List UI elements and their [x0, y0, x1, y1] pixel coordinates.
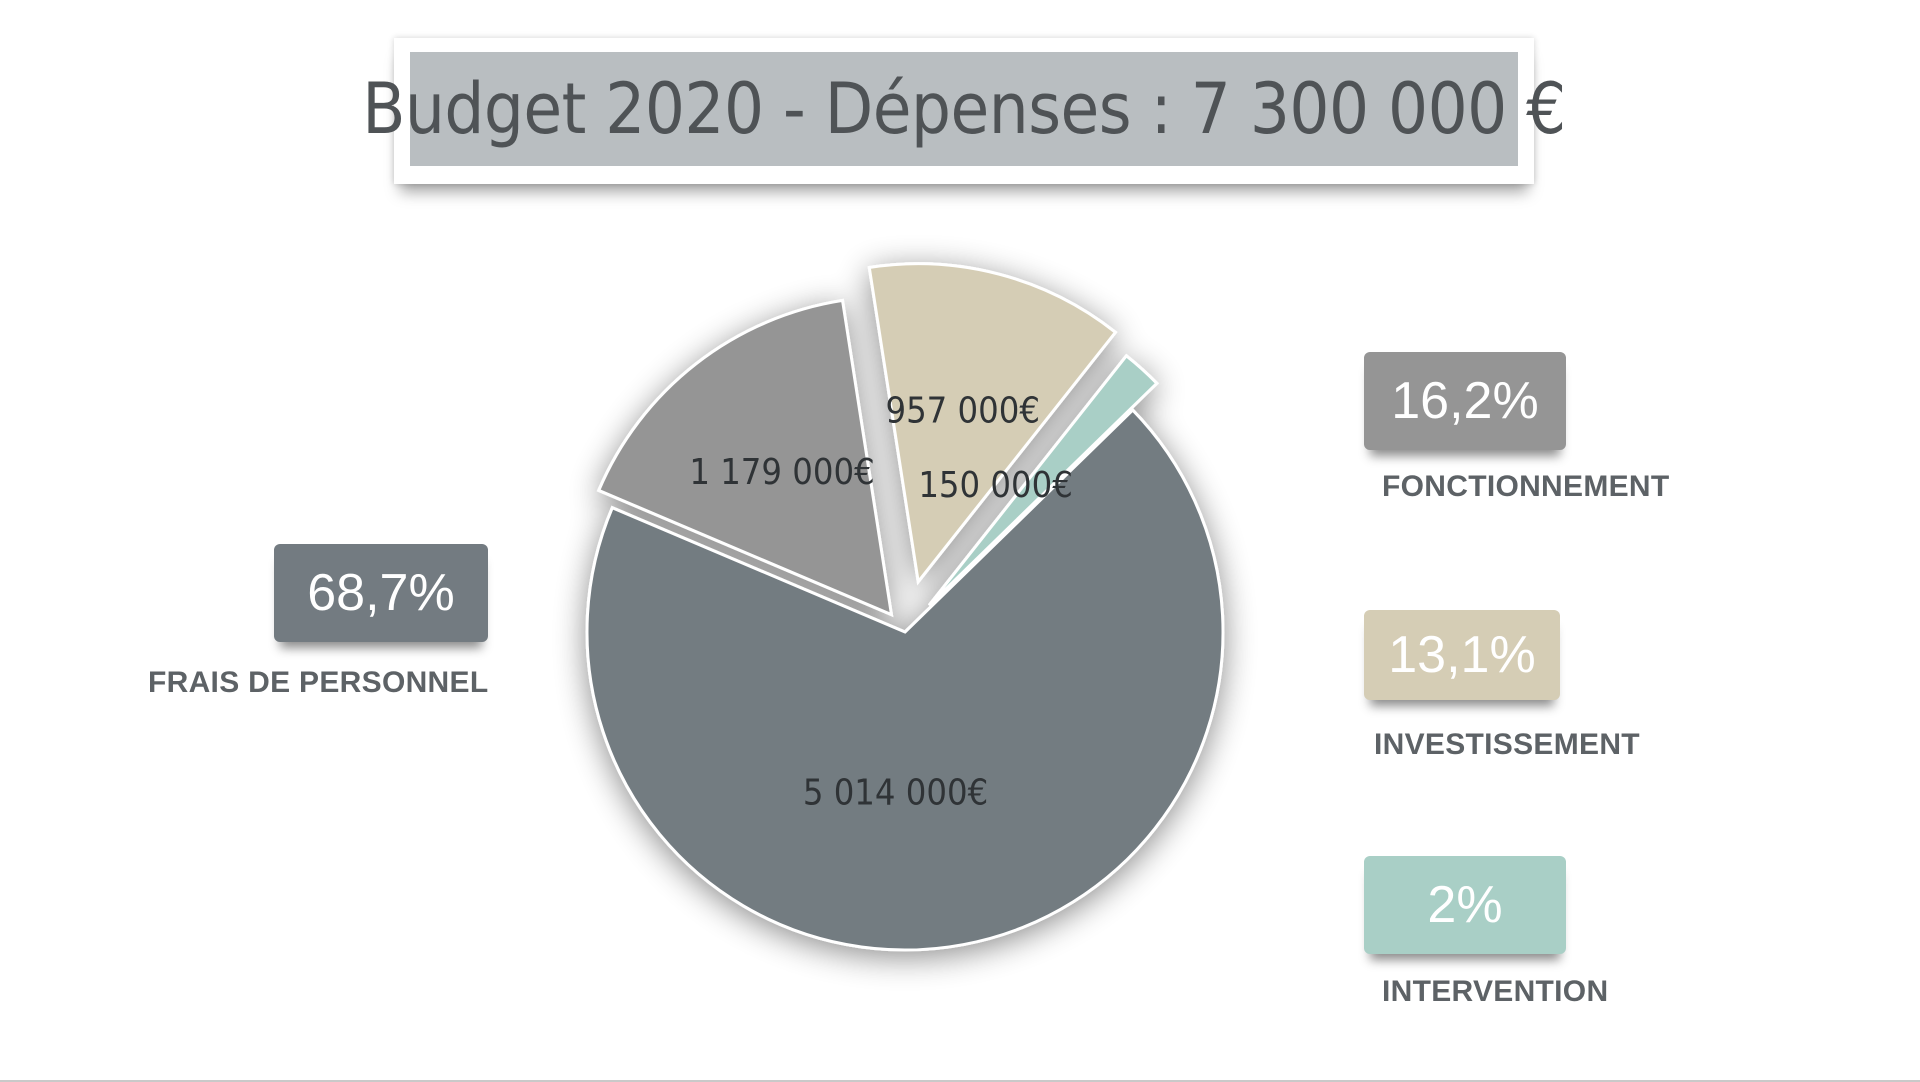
bottom-divider: [0, 1080, 1920, 1082]
legend-label-intervention: INTERVENTION: [1382, 975, 1609, 1008]
legend-label-frais-de-personnel: FRAIS DE PERSONNEL: [148, 666, 489, 699]
chart-title: Budget 2020 - Dépenses : 7 300 000 €: [362, 68, 1566, 150]
pie-slice-fonctionnement: [596, 298, 894, 618]
legend-label-fonctionnement: FONCTIONNEMENT: [1382, 470, 1670, 503]
percent-badge-intervention: 2%: [1364, 856, 1566, 954]
slice-value-label-intervention: 150 000€: [918, 465, 1073, 506]
pie-slice-frais-de-personnel: [585, 407, 1225, 952]
slice-value-label-fonctionnement: 1 179 000€: [689, 452, 874, 493]
slice-value-label-frais-de-personnel: 5 014 000€: [803, 773, 988, 814]
pie-value-labels: 1 179 000€ 957 000€ 150 000€ 5 014 000€: [689, 391, 1073, 814]
pie-slice-intervention: [927, 353, 1159, 607]
pie-slices: [585, 262, 1225, 952]
slice-value-label-investissement: 957 000€: [885, 391, 1040, 432]
legend-label-investissement: INVESTISSEMENT: [1374, 728, 1640, 761]
percent-badge-fonctionnement: 16,2%: [1364, 352, 1566, 450]
percent-badge-investissement: 13,1%: [1364, 610, 1560, 700]
chart-title-box: Budget 2020 - Dépenses : 7 300 000 €: [362, 52, 1566, 166]
pie-slice-investissement: [867, 262, 1118, 586]
chart-title-frame: Budget 2020 - Dépenses : 7 300 000 €: [362, 38, 1566, 184]
percent-badge-frais-de-personnel: 68,7%: [274, 544, 488, 642]
